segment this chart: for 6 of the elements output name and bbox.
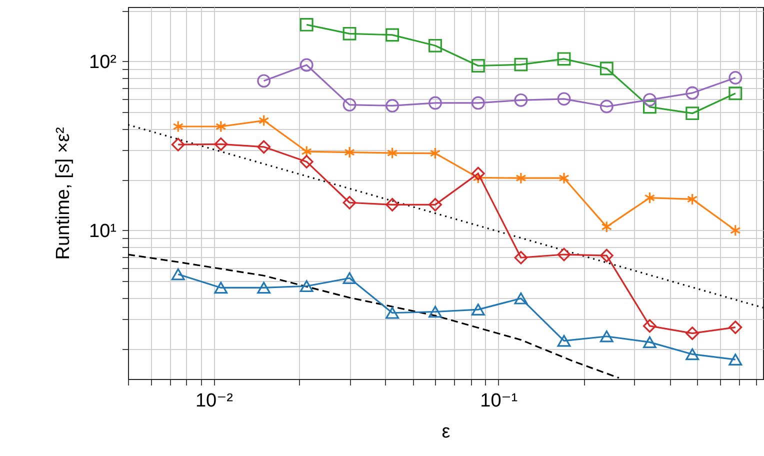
y-tick-label: 10¹ xyxy=(89,220,116,242)
y-tick-label: 10² xyxy=(89,52,116,73)
y-axis-title: Runtime, [s] ×ε² xyxy=(53,127,74,260)
x-tick-label: 10⁻¹ xyxy=(480,390,518,412)
x-axis-title: ε xyxy=(442,422,451,442)
x-tick-label: 10⁻² xyxy=(195,390,233,412)
